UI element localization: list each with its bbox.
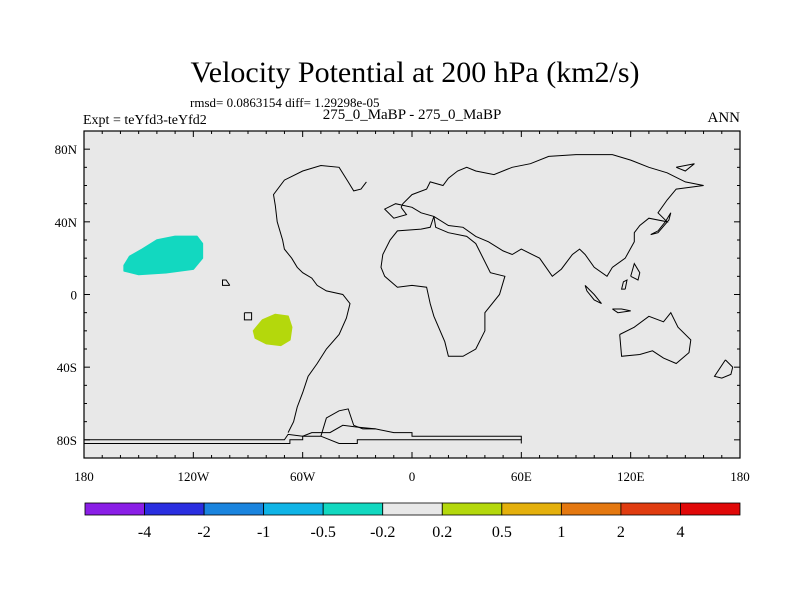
anomaly-regions [123, 235, 293, 347]
colorbar-label-3: -0.5 [311, 524, 336, 541]
coastlines [84, 154, 734, 444]
x-tick-label-2: 60W [290, 469, 316, 484]
x-tick-label-4: 60E [511, 469, 532, 484]
negative-anomaly-pacific [123, 235, 204, 276]
colorbar-label-5: 0.2 [432, 524, 452, 541]
coastline-3 [320, 408, 376, 437]
right-subtitle: ANN [708, 110, 741, 126]
x-tick-label-1: 120W [177, 469, 210, 484]
colorbar-box-2 [203, 502, 265, 516]
center-subtitle: 275_0_MaBP - 275_0_MaBP [323, 107, 502, 123]
coastline-7 [713, 359, 734, 379]
colorbar-box-0 [84, 502, 145, 516]
colorbar-label-1: -2 [197, 524, 210, 541]
coastline-15 [676, 163, 695, 172]
colorbar-box-7 [501, 502, 562, 516]
coastline-13 [243, 312, 253, 321]
coastline-2 [272, 164, 367, 433]
x-tick-label-5: 120E [617, 469, 645, 484]
stats-line: rmsd= 0.0863154 diff= 1.29298e-05 [190, 95, 380, 110]
y-tick-label-4: 80S [57, 433, 77, 448]
y-tick-label-2: 0 [71, 288, 78, 303]
coastline-1 [84, 435, 522, 444]
coastline-4 [383, 154, 704, 278]
y-tick-label-3: 40S [57, 360, 77, 375]
coastline-5 [380, 216, 506, 357]
chart-title: Velocity Potential at 200 hPa (km2/s) [190, 56, 639, 89]
coastline-0 [84, 424, 522, 441]
colorbar-box-1 [144, 502, 205, 516]
y-axis: 80N 40N 0 40S 80S [55, 130, 740, 459]
colorbar-box-6 [441, 502, 503, 516]
coastline-6 [619, 311, 692, 365]
colorbar-label-8: 2 [617, 524, 625, 541]
colorbar-label-2: -1 [257, 524, 270, 541]
coastline-11 [630, 262, 641, 281]
colorbar-box-4 [322, 502, 384, 516]
left-subtitle: Expt = teYfd3-teYfd2 [83, 113, 207, 128]
x-tick-label-6: 180 [730, 469, 750, 484]
coastline-9 [612, 308, 631, 314]
y-tick-label-1: 40N [55, 215, 78, 230]
colorbar-label-4: -0.2 [370, 524, 395, 541]
colorbar-label-6: 0.5 [492, 524, 512, 541]
colorbar-label-0: -4 [138, 524, 151, 541]
colorbar-box-5 [382, 502, 443, 516]
x-axis: 180 120W 60W 0 60E 120E 180 [74, 131, 750, 484]
y-tick-label-0: 80N [55, 142, 78, 157]
coastline-8 [584, 285, 602, 305]
colorbar: -4 -2 -1 -0.5 -0.2 0.2 0.5 1 2 4 [84, 502, 741, 541]
colorbar-label-9: 4 [676, 524, 684, 541]
positive-anomaly-south-america [252, 313, 293, 347]
coastline-14 [222, 279, 231, 286]
coastline-12 [650, 212, 672, 236]
colorbar-box-8 [560, 502, 622, 516]
coastline-10 [620, 279, 628, 290]
map-background [84, 131, 740, 458]
x-tick-label-0: 180 [74, 469, 94, 484]
x-tick-label-3: 0 [409, 469, 416, 484]
colorbar-box-9 [620, 502, 681, 516]
colorbar-box-3 [263, 502, 324, 516]
colorbar-box-10 [680, 502, 741, 516]
colorbar-label-7: 1 [557, 524, 565, 541]
